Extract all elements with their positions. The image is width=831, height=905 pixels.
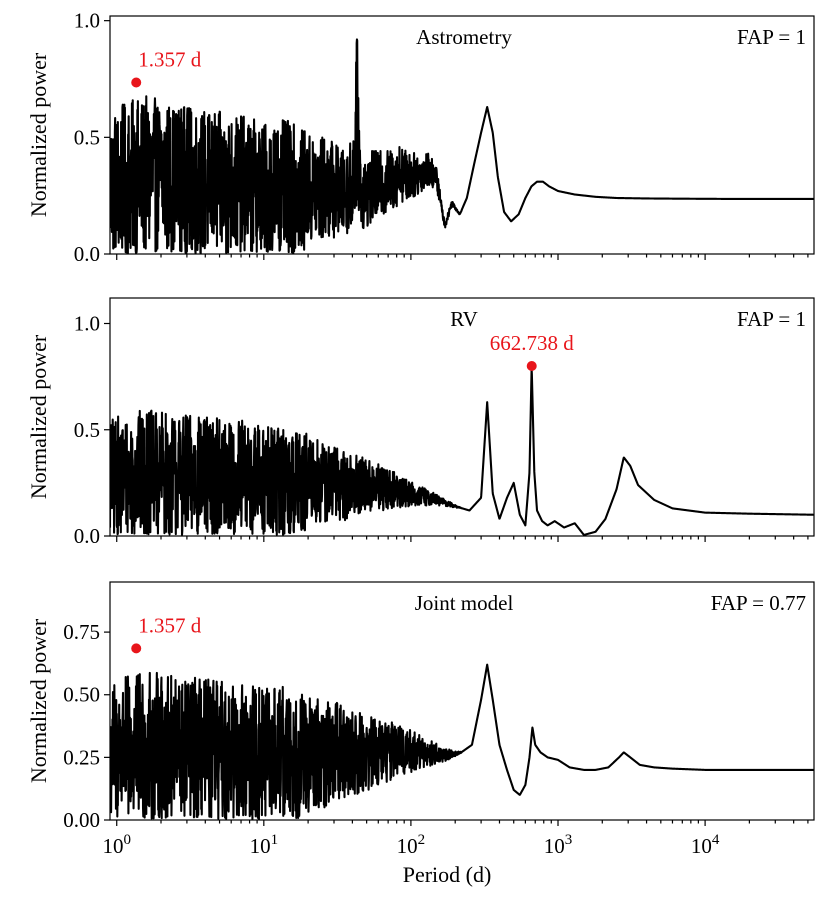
panel-2: 0.0 0.5 1.0 Normalized power RV FAP = 1 662.73… [26, 297, 815, 548]
fap-annotation: FAP = 1 [737, 307, 806, 331]
y-axis-label: Normalized power [26, 334, 51, 499]
periodogram-line [110, 368, 814, 536]
y-axis-label: Normalized power [26, 618, 51, 783]
y-axis-label: Normalized power [26, 52, 51, 217]
peak-marker [526, 361, 537, 371]
x-axis-label: Period (d) [403, 862, 492, 887]
y-tick-label: 0.25 [63, 745, 100, 769]
panel-3: 0.00 0.25 0.50 0.75 100 101 102 103 104 Normalize… [26, 581, 815, 887]
y-tick-label: 0.0 [74, 242, 100, 266]
fap-annotation: FAP = 0.77 [711, 591, 806, 615]
y-tick-label: 0.5 [74, 418, 100, 442]
panel-title: Joint model [415, 591, 514, 615]
y-tick-label: 0.5 [74, 125, 100, 149]
y-tick-label: 1.0 [74, 9, 100, 33]
y-tick-label: 1.0 [74, 312, 100, 336]
y-tick-label: 0.75 [63, 620, 100, 644]
x-tick-label: 104 [691, 832, 720, 858]
peak-label: 662.738 d [490, 331, 575, 355]
y-tick-label: 0.00 [63, 808, 100, 832]
periodogram-line [110, 663, 814, 820]
x-tick-label: 103 [544, 832, 573, 858]
axes-frame [109, 581, 815, 821]
peak-marker [131, 77, 142, 88]
panel-title: Astrometry [416, 25, 512, 49]
axes-frame [109, 15, 815, 255]
peak-label: 1.357 d [138, 613, 202, 637]
panel-title: RV [450, 307, 478, 331]
fap-annotation: FAP = 1 [737, 25, 806, 49]
y-tick-label: 0.0 [74, 524, 100, 548]
x-tick-label: 102 [397, 832, 426, 858]
panel-1: 0.0 0.5 1.0 Normalized power Astrometry FAP =… [26, 9, 815, 266]
y-tick-label: 0.50 [63, 683, 100, 707]
peak-label: 1.357 d [138, 48, 202, 72]
axes-frame [109, 297, 815, 537]
peak-marker [131, 643, 142, 654]
x-tick-label: 101 [250, 832, 279, 858]
periodogram-line [110, 38, 814, 254]
x-tick-label: 100 [102, 832, 131, 858]
